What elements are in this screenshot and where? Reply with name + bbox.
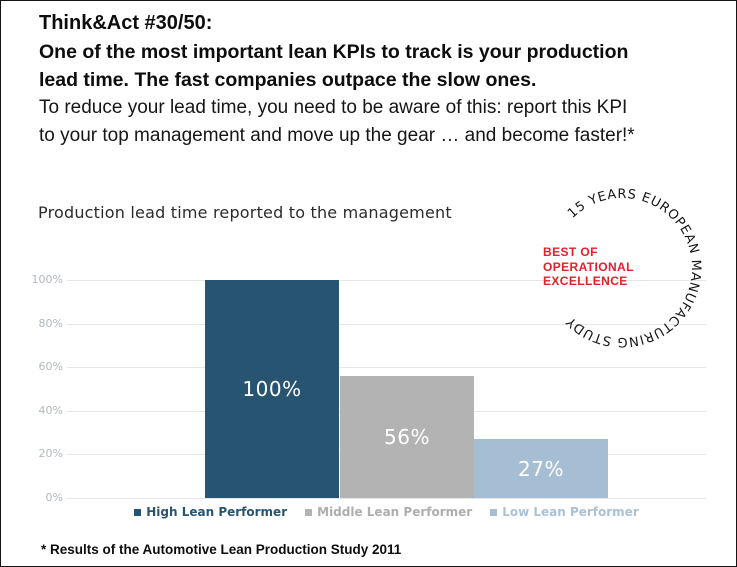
bar-high-lean-performer: 100% [205,280,339,498]
badge-inner-line-3: EXCELLENCE [543,274,628,288]
bar-value-label: 27% [518,456,564,481]
badge-inner-line-1: BEST OF [543,245,598,259]
headline-regular-line-1: To reduce your lead time, you need to be… [39,97,628,118]
legend-label: High Lean Performer [146,505,288,519]
badge-inner-text: BEST OF OPERATIONAL EXCELLENCE [543,245,634,289]
headline-bold-line-1: One of the most important lean KPIs to t… [39,41,629,63]
slide-title: Think&Act #30/50: [39,12,213,34]
y-axis-tick-label: 80% [38,317,63,330]
chart-legend: High Lean Performer Middle Lean Performer… [67,505,706,519]
y-axis-tick-label: 60% [38,360,63,373]
y-axis-tick-label: 40% [38,404,63,417]
gridline [67,324,706,325]
legend-item-middle-lean-performer: Middle Lean Performer [305,505,472,519]
bar-middle-lean-performer: 56% [340,376,474,498]
headline-regular-line-2: to your top management and move up the g… [39,124,635,146]
y-axis-tick-label: 0% [45,491,63,504]
gridline [67,280,706,281]
legend-label: Middle Lean Performer [317,505,473,519]
legend-swatch-icon [490,508,498,516]
y-axis-tick-label: 100% [31,273,63,286]
bar-low-lean-performer: 27% [474,439,608,498]
chart-title: Production lead time reported to the man… [38,203,452,222]
headline-bold-line-2: lead time. The fast companies outpace th… [39,68,537,91]
header-block: Think&Act #30/50: One of the most import… [39,7,719,149]
gridline [67,367,706,368]
y-axis-tick-label: 20% [38,447,63,460]
bar-value-label: 100% [242,377,302,401]
study-badge: 15 YEARS EUROPEAN MANUFACTURING STUDY BE… [532,178,712,358]
legend-swatch-icon [134,508,142,516]
legend-swatch-icon [305,508,313,516]
badge-ring-svg: 15 YEARS EUROPEAN MANUFACTURING STUDY [563,187,702,349]
legend-label: Low Lean Performer [502,505,639,519]
legend-item-high-lean-performer: High Lean Performer [134,505,287,519]
badge-inner-line-2: OPERATIONAL [543,259,634,274]
gridline [67,498,706,499]
bar-value-label: 56% [384,425,430,449]
footnote: * Results of the Automotive Lean Product… [41,542,402,557]
legend-item-low-lean-performer: Low Lean Performer [490,505,639,519]
